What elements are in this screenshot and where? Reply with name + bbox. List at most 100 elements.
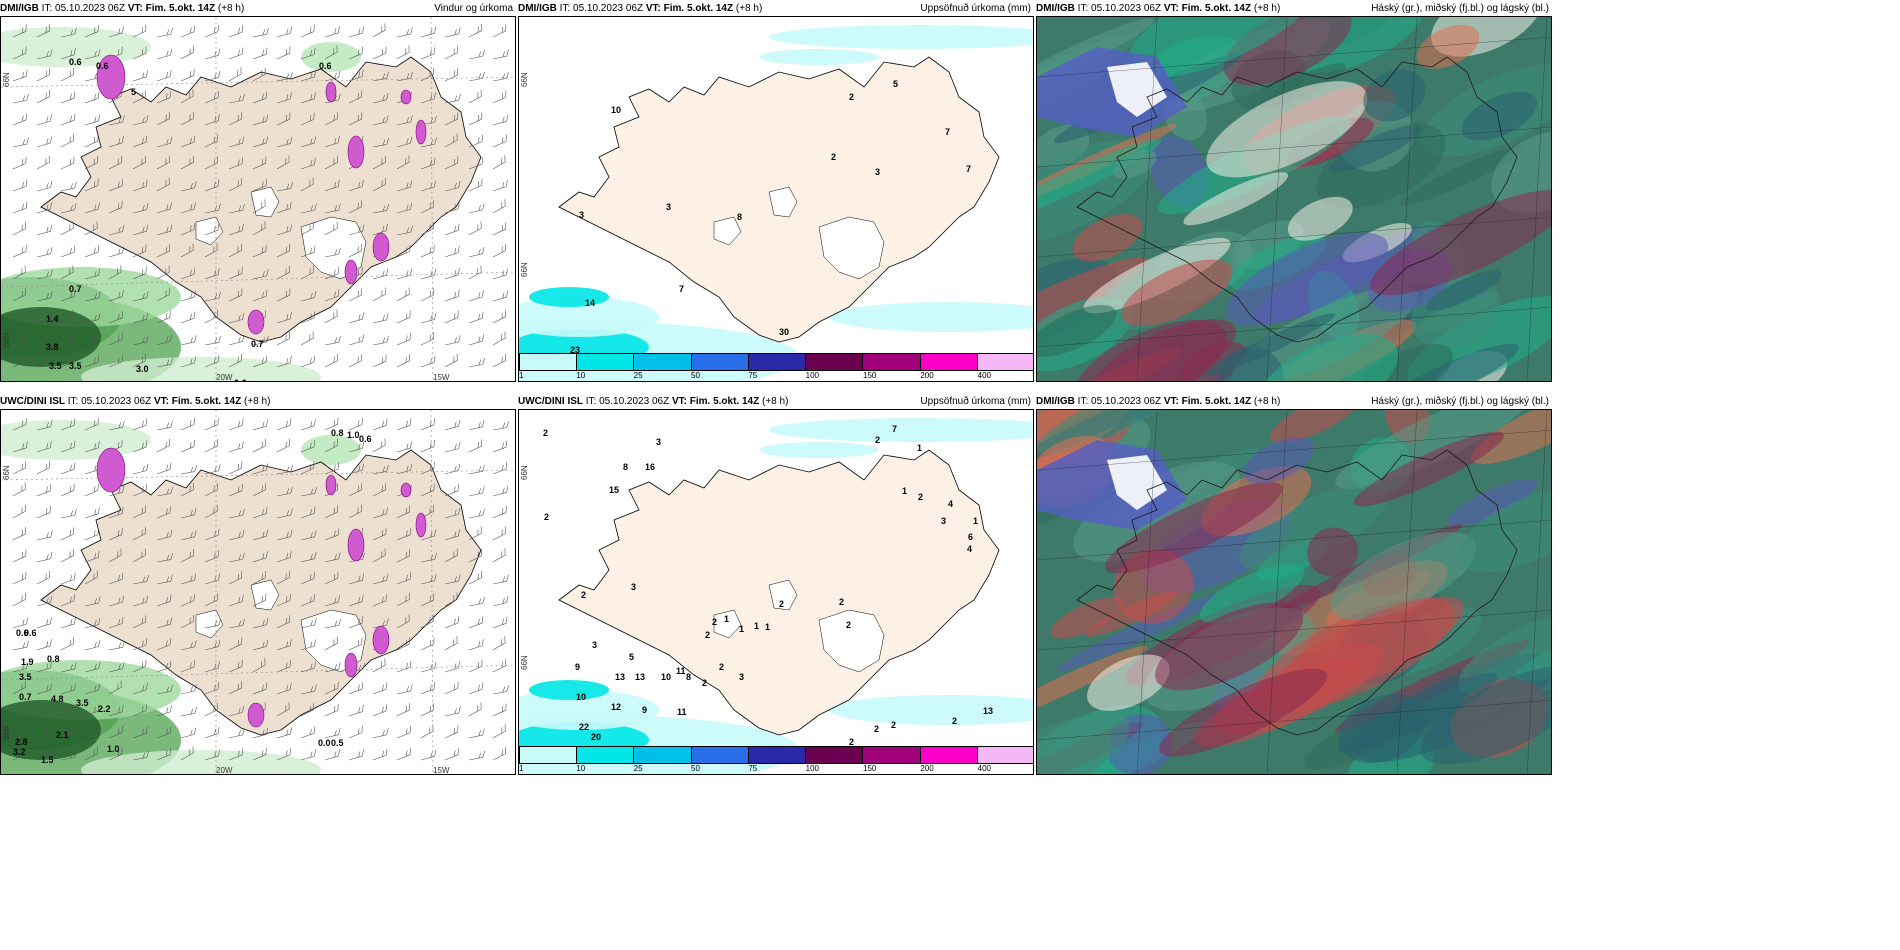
cloud-blob [1226, 232, 1389, 327]
wind-barb [420, 26, 437, 38]
wind-barb [492, 155, 506, 170]
wind-barb [12, 640, 29, 651]
value-label: 1.4 [46, 314, 59, 324]
wind-barb [324, 636, 338, 651]
wind-barb [252, 463, 268, 475]
map-svg [1037, 17, 1551, 381]
wind-barb [180, 549, 194, 563]
wind-barb [444, 616, 460, 629]
wind-barb [12, 354, 27, 368]
cloud-blob [1254, 333, 1398, 381]
heavy-precip [415, 512, 427, 538]
wind-barb [60, 418, 76, 431]
wind-barb [396, 115, 413, 126]
value-label: 5 [131, 87, 136, 97]
wind-barb [348, 483, 362, 497]
wind-barb [492, 636, 506, 651]
value-label: 5 [629, 652, 634, 662]
wind-barb [276, 71, 293, 82]
wind-barb [156, 684, 173, 695]
wind-barb [468, 23, 482, 38]
wind-barb [276, 356, 292, 368]
value-label: 3 [875, 167, 880, 177]
wind-barb [36, 461, 50, 475]
wind-barb [228, 748, 244, 761]
wind-barb [204, 114, 220, 126]
wind-barb [228, 552, 245, 563]
wind-barb [36, 530, 53, 541]
wind-barb [396, 287, 410, 302]
precip-area [829, 695, 1033, 725]
wind-barb [276, 550, 292, 563]
panel-title-p3: DMI/IGB IT: 05.10.2023 06Z VT: Fim. 5.ok… [1036, 0, 1552, 14]
wind-barb [228, 112, 243, 126]
cloud-blob [1223, 17, 1352, 86]
wind-barb [60, 508, 77, 519]
cloud-blob [1159, 668, 1328, 757]
wind-barb [156, 529, 173, 541]
wind-barb [156, 420, 173, 431]
map-panel-p5: 66N 66N 2 3 8 16 15 2 2 3 3 5 13 13 10 11 8 2 2 3 9 10 12 22 20 9… [518, 409, 1034, 775]
value-label: 3.2 [13, 747, 26, 757]
cloud-blob [1353, 431, 1504, 507]
wind-barb [276, 702, 290, 717]
wind-barb [300, 47, 316, 60]
value-label: 13 [635, 672, 645, 682]
axis-label: 15W [433, 766, 450, 775]
wind-barb [60, 617, 76, 629]
cloud-blob [1420, 665, 1551, 765]
wind-barb [228, 659, 243, 673]
wind-barb [324, 267, 339, 280]
wind-barb [468, 639, 484, 651]
wind-barb [252, 335, 269, 346]
colorbar-tick: 400 [977, 764, 992, 773]
wind-barb [492, 49, 509, 60]
glacier [768, 579, 798, 611]
wind-barb [36, 202, 52, 214]
wind-barb [324, 155, 338, 170]
value-label: 1 [724, 614, 729, 624]
value-label: 1 [754, 621, 759, 631]
wind-barb [60, 245, 76, 258]
wind-barb [468, 571, 482, 585]
wind-barb [108, 246, 124, 258]
value-label: 2 [779, 599, 784, 609]
wind-barb [108, 290, 124, 302]
wind-barb [204, 243, 218, 258]
wind-barb [60, 333, 75, 346]
wind-barb [108, 595, 125, 607]
value-label: 2 [581, 590, 586, 600]
wind-barb [132, 135, 148, 148]
wind-barb [444, 748, 459, 761]
axis-label: 66N [2, 332, 11, 347]
wind-barb [396, 748, 411, 761]
model-name: UWC/DINI ISL [0, 396, 65, 407]
wind-barb [444, 463, 461, 475]
wind-barb [12, 137, 29, 148]
wind-barb [300, 552, 317, 563]
colorbar-swatch [748, 354, 807, 370]
wind-barb [12, 617, 28, 629]
value-label: 12 [611, 702, 621, 712]
wind-barb [372, 464, 389, 475]
value-label: 10 [661, 672, 671, 682]
wind-barb [180, 335, 197, 346]
wind-barb [108, 640, 125, 651]
wind-barb [180, 614, 194, 629]
wind-barb [444, 725, 459, 739]
colorbar-tick: 10 [576, 764, 586, 773]
wind-barb [444, 548, 458, 563]
wind-barb [132, 418, 148, 431]
map-svg: 66N 66N 20W 15W 0.6 0.6 0.6 5 0.7 1.4 3.8 3.5 3.5 3.0… [1, 17, 515, 381]
wind-barb [444, 507, 461, 519]
wind-barb [396, 614, 410, 629]
colorbar-swatch [748, 747, 807, 763]
wind-barb [132, 354, 147, 368]
wind-barb [60, 572, 76, 585]
wind-barb [156, 638, 171, 651]
wind-barb [252, 156, 267, 170]
cloud-blob [1199, 564, 1305, 624]
wind-barb [180, 311, 196, 324]
wind-barb [36, 683, 52, 695]
wind-barb [228, 224, 244, 236]
